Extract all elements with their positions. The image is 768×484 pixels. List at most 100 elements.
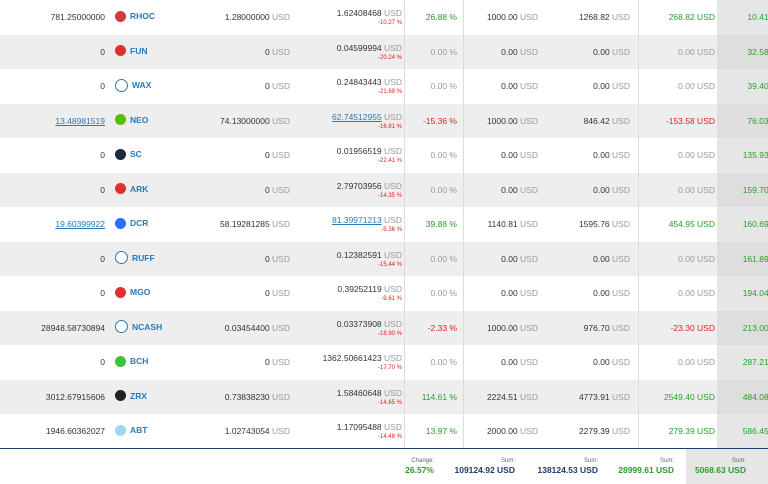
invested-value: 1000.00	[486, 322, 518, 333]
last-value: 39.40 USD	[747, 81, 768, 92]
invested-currency: USD	[520, 322, 538, 333]
invested-cell: 0.00 USD	[463, 241, 540, 276]
invested-cell: 1000.00 USD	[463, 103, 540, 138]
coin-symbol: RHOC	[130, 11, 156, 22]
neo-icon	[115, 114, 126, 126]
price-change-24h: -5.36 %	[381, 227, 402, 234]
price-value: 0.12382591	[336, 249, 382, 260]
holdings-cell: 0	[0, 345, 107, 380]
last-value: 484.08 USD	[742, 391, 768, 402]
holdings-amount: 0	[100, 150, 105, 161]
avg-price-cell: 0 USD	[210, 138, 294, 173]
price-change-24h: -17.70 %	[377, 365, 402, 372]
price-value: 1.62408468	[336, 8, 382, 19]
coin-link[interactable]: ZRX	[115, 390, 147, 402]
change-percent: 0.00 %	[430, 288, 457, 299]
profit-value: -23.30 USD	[670, 322, 715, 333]
change-cell: 39.88 %	[404, 207, 464, 242]
avg-price-value: 0	[264, 253, 270, 264]
current-value: 0.00	[593, 150, 610, 161]
coin-link[interactable]: ABT	[115, 424, 147, 436]
avg-price-cell: 0 USD	[210, 172, 294, 207]
holdings-cell: 13.48981519	[0, 103, 107, 138]
footer-profit-value: 28999.61 USD	[618, 465, 674, 475]
invested-currency: USD	[520, 391, 538, 402]
invested-currency: USD	[520, 184, 538, 195]
coin-link[interactable]: FUN	[115, 45, 148, 57]
coin-link[interactable]: MGO	[115, 286, 150, 298]
avg-price-cell: 0.03454400 USD	[210, 310, 294, 345]
price-cell: 81.39971213 USD -5.36 %	[294, 207, 405, 242]
coin-cell: MGO	[107, 276, 210, 311]
price-cell: 1.58460648 USD -14.65 %	[294, 379, 405, 414]
wax-icon	[115, 78, 128, 92]
value-cell: 0.00 USD	[540, 276, 639, 311]
coin-link[interactable]: NCASH	[115, 320, 162, 334]
current-value: 4773.91	[578, 391, 610, 402]
profit-cell: 0.00 USD	[638, 241, 717, 276]
profit-cell: 454.95 USD	[638, 207, 717, 242]
invested-value: 0.00	[501, 253, 518, 264]
coin-symbol: FUN	[130, 45, 148, 56]
price-value: 0.39252119	[337, 284, 382, 295]
holdings-cell: 1946.60362027	[0, 414, 107, 449]
profit-value: 454.95 USD	[668, 219, 715, 230]
avg-price-cell: 0 USD	[210, 276, 294, 311]
invested-cell: 1000.00 USD	[463, 310, 540, 345]
coin-link[interactable]: BCH	[115, 355, 148, 367]
change-cell: 0.00 %	[404, 345, 464, 380]
coin-link[interactable]: SC	[115, 148, 142, 160]
holdings-amount[interactable]: 19.60399922	[55, 219, 105, 230]
current-value: 2279.39	[578, 426, 610, 437]
invested-value: 0.00	[501, 184, 518, 195]
change-percent: 39.88 %	[425, 219, 457, 230]
price-currency: USD	[384, 146, 402, 157]
avg-price-value: 0	[264, 46, 270, 57]
profit-value: 279.39 USD	[668, 426, 715, 437]
footer-change-value: 26.57%	[405, 465, 434, 475]
footer-profit-sum: Sum: 28999.61 USD	[618, 458, 674, 475]
invested-value: 1140.81	[487, 219, 518, 230]
value-currency: USD	[612, 357, 630, 368]
price-cell: 0.03373908 USD -18.90 %	[294, 310, 405, 345]
value-cell: 846.42 USD	[540, 103, 639, 138]
value-cell: 4773.91 USD	[540, 379, 639, 414]
change-cell: 0.00 %	[404, 172, 464, 207]
holdings-cell: 781.25000000	[0, 0, 107, 35]
invested-currency: USD	[520, 12, 538, 23]
profit-value: 0.00 USD	[678, 357, 715, 368]
coin-link[interactable]: ARK	[115, 183, 148, 195]
change-percent: 0.00 %	[430, 357, 457, 368]
value-currency: USD	[612, 46, 630, 57]
coin-link[interactable]: WAX	[115, 78, 151, 92]
coin-link[interactable]: NEO	[115, 114, 148, 126]
avg-price-currency: USD	[272, 81, 290, 92]
value-cell: 0.00 USD	[540, 138, 639, 173]
change-percent: 0.00 %	[430, 184, 457, 195]
table-row: 13.48981519 NEO 74.13000000 USD 62.74512955…	[0, 103, 768, 138]
last-cell: 32.58 USD	[717, 34, 768, 69]
price-currency: USD	[384, 42, 402, 53]
coin-link[interactable]: RHOC	[115, 10, 156, 22]
avg-price-cell: 58.19281285 USD	[210, 207, 294, 242]
current-value: 0.00	[593, 46, 610, 57]
coin-symbol: ZRX	[130, 390, 147, 401]
avg-price-currency: USD	[272, 253, 290, 264]
price-value: 0.03373908	[336, 318, 382, 329]
price-value[interactable]: 81.39971213	[332, 215, 382, 226]
last-cell: 10.41 USD	[717, 0, 768, 35]
avg-price-currency: USD	[272, 322, 290, 333]
holdings-amount: 28948.58730894	[41, 322, 105, 333]
price-value[interactable]: 62.74512955	[332, 111, 382, 122]
holdings-cell: 3012.67915606	[0, 379, 107, 414]
avg-price-cell: 0 USD	[210, 34, 294, 69]
profit-cell: 0.00 USD	[638, 172, 717, 207]
ruff-icon	[115, 251, 128, 265]
change-percent: 0.00 %	[430, 253, 457, 264]
coin-link[interactable]: RUFF	[115, 251, 155, 265]
coin-link[interactable]: DCR	[115, 217, 148, 229]
last-cell: 135.93 USD	[717, 138, 768, 173]
holdings-amount: 1946.60362027	[45, 426, 105, 437]
footer-change: Change: 26.57%	[405, 458, 434, 475]
holdings-amount[interactable]: 13.48981519	[55, 115, 105, 126]
